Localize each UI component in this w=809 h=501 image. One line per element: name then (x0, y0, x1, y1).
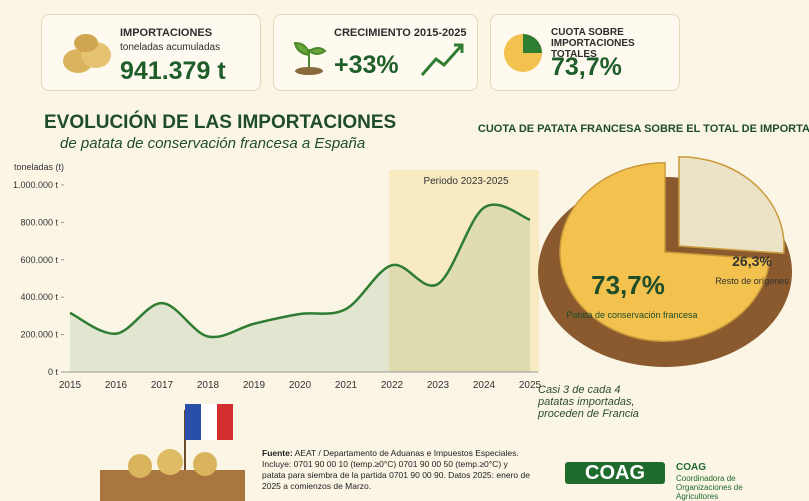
card-title: IMPORTACIONES (120, 27, 213, 39)
pie-category: Resto de orígenes (715, 276, 789, 286)
source-text: AEAT / Departamento de Aduanas e Impuest… (262, 448, 530, 491)
growth-icon (293, 41, 464, 76)
chart-subtitle: de patata de conservación francesa a Esp… (60, 135, 365, 152)
pie-value-label: 26,3% (732, 253, 772, 269)
y-axis-label: toneladas (t) (14, 162, 64, 172)
x-tick-label: 2020 (289, 380, 312, 391)
x-tick-label: 2015 (59, 380, 82, 391)
y-tick-label: 400.000 t (20, 292, 58, 302)
x-tick-label: 2024 (473, 380, 496, 391)
logo-text: Coordinadora de Organizaciones de Agricu… (676, 474, 743, 501)
y-tick-label: 200.000 t (20, 330, 58, 340)
source: Fuente: AEAT / Departamento de Aduanas e… (262, 448, 532, 492)
note: Casi 3 de cada 4 patatas importadas, pro… (538, 384, 639, 420)
pie-slice (559, 161, 771, 342)
x-tick-label: 2025 (519, 380, 542, 391)
y-tick-label: 600.000 t (20, 255, 58, 265)
source-label: Fuente: (262, 448, 293, 458)
chart: Periodo 2023-2025 EVOLUCIÓN DE LAS IMPORT… (13, 111, 809, 391)
pie-value-label: 73,7% (591, 270, 665, 300)
x-tick-label: 2023 (427, 380, 450, 391)
x-tick-label: 2017 (151, 380, 174, 391)
flag-crate (100, 404, 245, 501)
card-value: +33% (334, 51, 399, 79)
pie-slice (678, 155, 785, 255)
pie-title: CUOTA DE PATATA FRANCESA SOBRE EL TOTAL … (478, 123, 809, 135)
card-title: CRECIMIENTO 2015-2025 (334, 27, 467, 39)
pie-icon (504, 34, 542, 72)
card: IMPORTACIONES toneladas acumuladas 941.3… (41, 14, 261, 91)
logo-name: COAG (676, 462, 706, 473)
card-title: CUOTA SOBRE IMPORTACIONES TOTALES (551, 27, 635, 60)
x-tick-label: 2019 (243, 380, 266, 391)
y-tick-label: 1.000.000 t (13, 180, 59, 190)
chart-title: EVOLUCIÓN DE LAS IMPORTACIONES (44, 111, 396, 133)
area (70, 204, 530, 372)
annotation: Periodo 2023-2025 (423, 176, 509, 187)
card-subtitle: toneladas acumuladas (120, 42, 221, 53)
x-tick-label: 2016 (105, 380, 128, 391)
card-value: 73,7% (551, 53, 622, 81)
card: CUOTA SOBRE IMPORTACIONES TOTALES 73,7% (490, 14, 680, 91)
x-tick-label: 2021 (335, 380, 358, 391)
x-tick-label: 2018 (197, 380, 220, 391)
card: CRECIMIENTO 2015-2025 +33% (273, 14, 478, 91)
card-value: 941.379 t (120, 57, 226, 85)
pie-category: Patata de conservación francesa (566, 310, 697, 320)
potato-icon (63, 34, 111, 73)
y-tick-label: 800.000 t (20, 217, 58, 227)
x-tick-label: 2022 (381, 380, 404, 391)
line (69, 203, 531, 339)
period-band (389, 170, 539, 372)
logo: COAG (565, 462, 665, 484)
y-tick-label: 0 t (48, 367, 59, 377)
